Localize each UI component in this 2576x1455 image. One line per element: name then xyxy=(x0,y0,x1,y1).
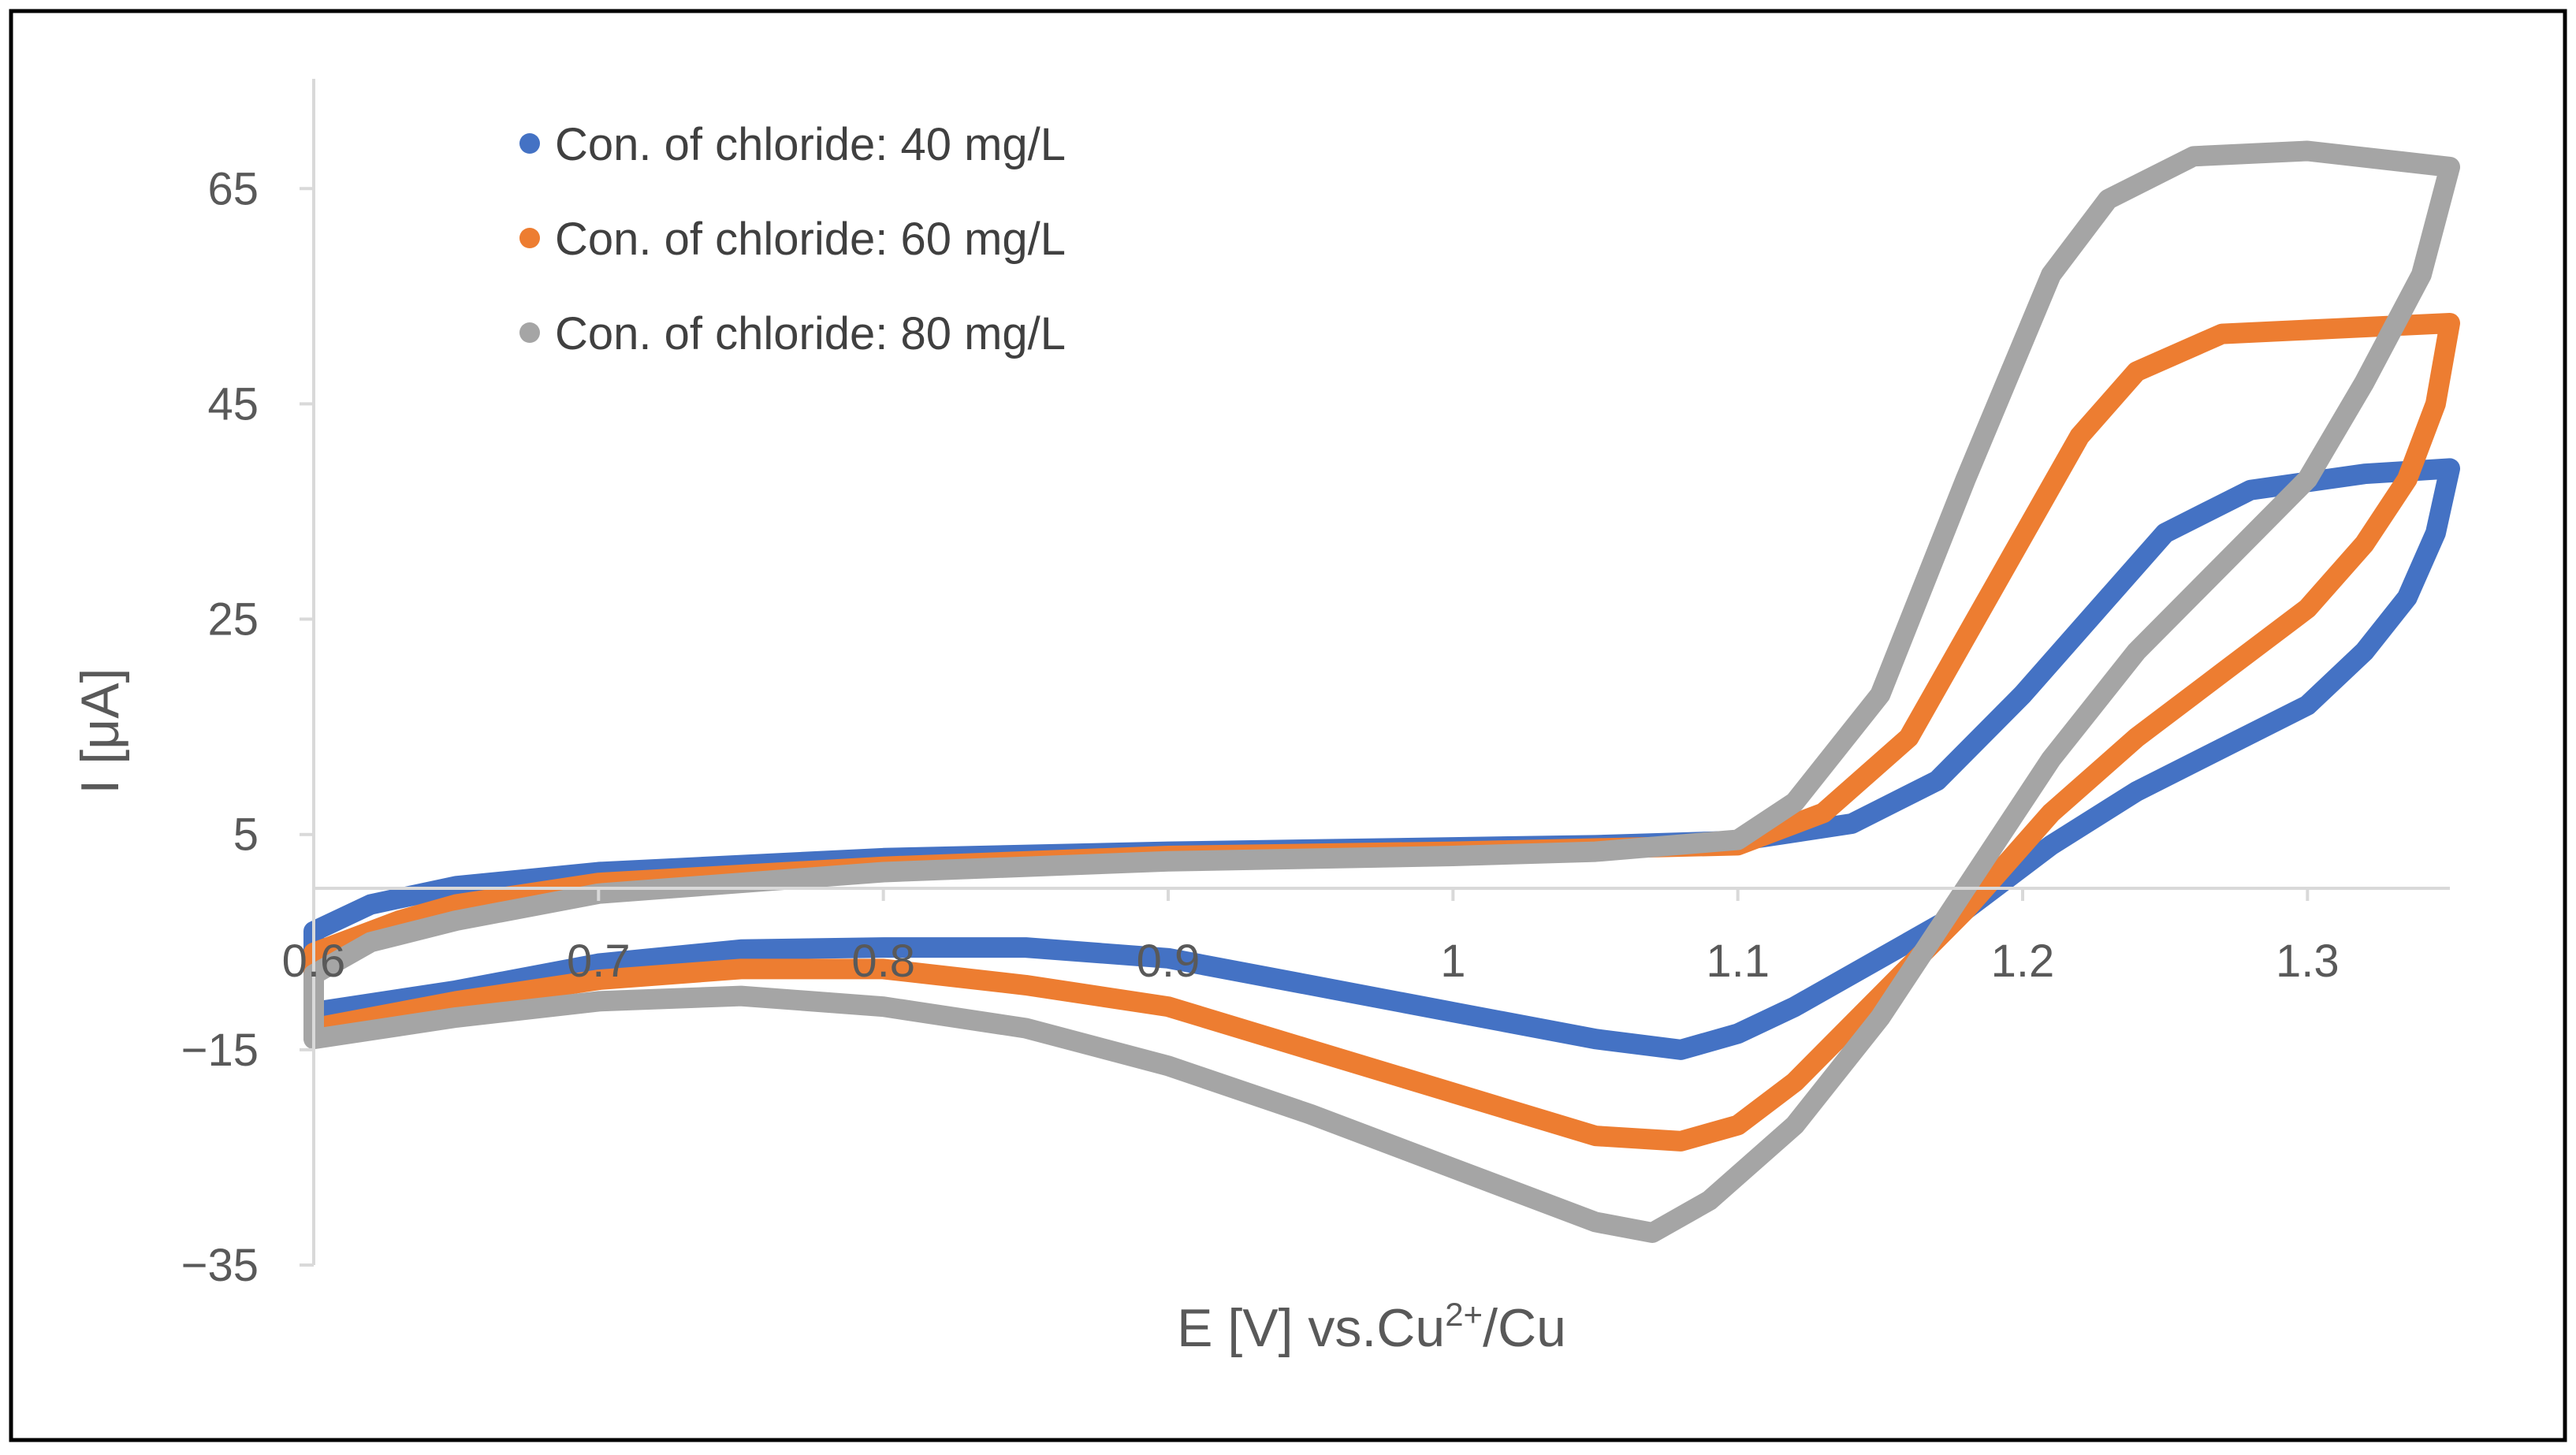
legend-label-3: Con. of chloride: 80 mg/L xyxy=(555,308,1066,359)
x-axis-title-tail: /Cu xyxy=(1483,1298,1566,1358)
legend-label-1: Con. of chloride: 40 mg/L xyxy=(555,119,1066,170)
x-tick-label: 0.8 xyxy=(851,936,915,987)
x-tick-label: 1.2 xyxy=(1991,936,2055,987)
legend: Con. of chloride: 40 mg/L Con. of chlorid… xyxy=(519,119,1066,359)
legend-marker-1 xyxy=(519,133,540,154)
series-layer xyxy=(303,140,2460,1243)
legend-marker-3 xyxy=(519,322,540,343)
y-tick-label: −35 xyxy=(181,1240,259,1291)
y-tick-label: 5 xyxy=(233,809,259,861)
x-axis-title-superscript: 2+ xyxy=(1445,1296,1483,1333)
x-tick-label: 0.9 xyxy=(1137,936,1201,987)
y-tick-label: 65 xyxy=(207,163,259,214)
x-tick-label: 1.1 xyxy=(1706,936,1770,987)
y-tick-label: 25 xyxy=(207,594,259,646)
x-axis-title-main: E [V] vs.Cu xyxy=(1177,1298,1445,1358)
x-tick-label: 0.6 xyxy=(282,936,346,987)
x-tick-label: 1.3 xyxy=(2276,936,2340,987)
x-axis-title: E [V] vs.Cu2+/Cu xyxy=(1177,1296,1566,1358)
y-tick-label: 45 xyxy=(207,378,259,430)
y-axis-title: I [μA] xyxy=(70,668,130,794)
chart-frame xyxy=(9,9,2567,1442)
x-tick-label: 0.7 xyxy=(567,936,631,987)
x-ticks-layer: 0.6 0.7 0.8 0.9 1 1.1 1.2 1.3 xyxy=(282,888,2340,987)
legend-label-2: Con. of chloride: 60 mg/L xyxy=(555,214,1066,265)
y-tick-label: −15 xyxy=(181,1025,259,1076)
x-tick-label: 1 xyxy=(1440,936,1465,987)
legend-marker-2 xyxy=(519,228,540,248)
y-ticks-layer: 65 45 25 5 −15 −35 xyxy=(181,163,314,1291)
series-line-3 xyxy=(303,140,2460,1243)
